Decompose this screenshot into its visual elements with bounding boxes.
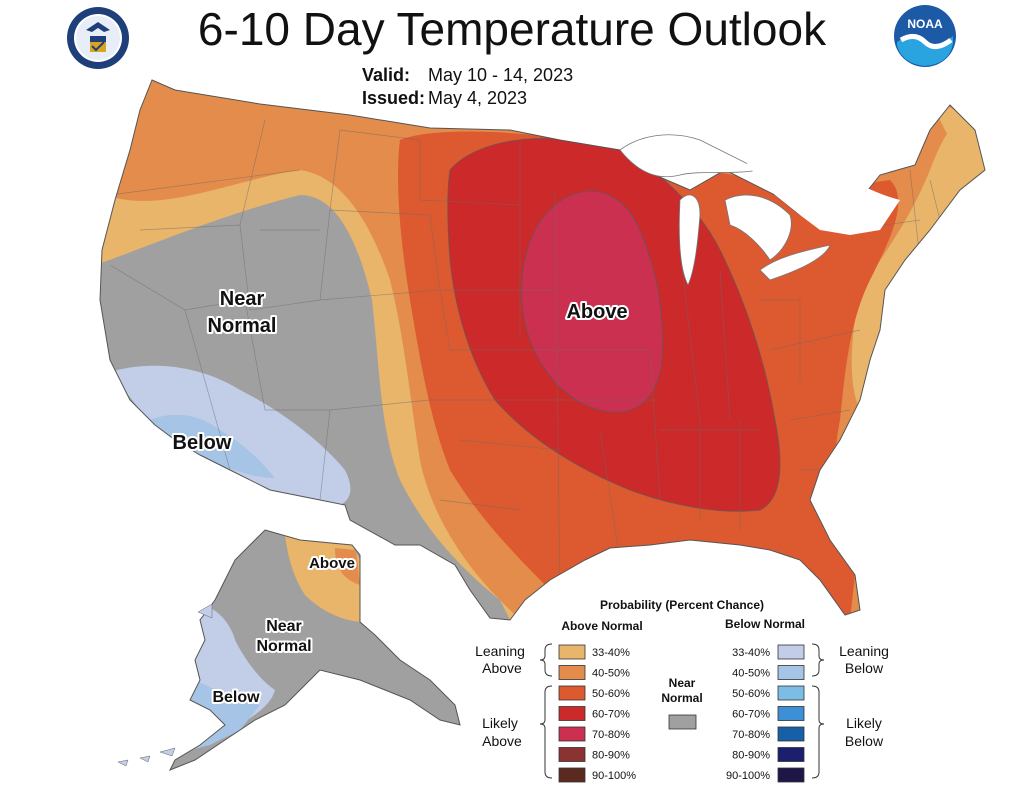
legend-below-swatch — [777, 726, 805, 742]
legend-below-swatch — [777, 685, 805, 701]
below-33-40-region — [110, 365, 351, 505]
legend-above-label: 80-90% — [592, 750, 630, 762]
legend-above-label: 50-60% — [592, 688, 630, 700]
valid-label: Valid: — [362, 65, 411, 85]
legend-below-label: 60-70% — [732, 709, 770, 721]
ak-near-label-line1: Near — [266, 618, 302, 635]
ak-below-label: Below — [212, 689, 260, 706]
legend-likely-below-line2: Below — [845, 733, 884, 749]
legend-below-label: 50-60% — [732, 688, 770, 700]
legend-leaning-above-line1: Leaning — [475, 643, 525, 659]
legend-leaning-below-line1: Leaning — [839, 643, 889, 659]
issued-label: Issued: — [362, 88, 426, 108]
legend-above-label: 60-70% — [592, 709, 630, 721]
maine-leaning-region — [935, 106, 985, 170]
canada-area — [740, 146, 900, 235]
probability-legend: Probability (Percent Chance) Above Norma… — [475, 598, 889, 783]
state-boundaries — [109, 119, 946, 601]
legend-below-label: 80-90% — [732, 750, 770, 762]
aleutian-islands — [117, 603, 213, 767]
issued-value: May 4, 2023 — [428, 88, 528, 108]
legend-near-swatch — [668, 714, 697, 730]
legend-near-header-line2: Normal — [661, 691, 702, 705]
lake-michigan — [678, 194, 701, 286]
ak-above-label: Above — [309, 555, 355, 572]
conus-above-label: Above — [566, 301, 627, 323]
legend-below-swatch — [777, 767, 805, 783]
legend-above-label: 90-100% — [592, 770, 636, 782]
legend-above-rows: 33-40% 40-50% 50-60% 60-70% 70-80% 80-90% 90-1… — [558, 644, 636, 783]
lake-huron — [724, 194, 792, 261]
legend-above-label: 40-50% — [592, 668, 630, 680]
noaa-logo-text: NOAA — [907, 17, 943, 31]
legend-below-swatch — [777, 706, 805, 721]
ak-near-label-line2: Normal — [256, 638, 311, 655]
legend-likely-above-line2: Above — [482, 733, 522, 749]
below-40-50-region — [150, 414, 275, 478]
lake-erie — [759, 244, 831, 281]
legend-likely-above-line1: Likely — [482, 715, 518, 731]
legend-below-label: 90-100% — [726, 770, 770, 782]
outlook-dates: Valid: May 10 - 14, 2023 Issued: May 4, 20… — [362, 64, 573, 110]
conus-near-label-line1: Near — [220, 288, 265, 310]
noaa-logo: NOAA — [894, 5, 956, 67]
legend-leaning-above-line2: Above — [482, 660, 522, 676]
legend-below-rows: 33-40% 40-50% 50-60% 60-70% 70-80% 80-90% 90-1… — [726, 644, 805, 783]
issued-row: Issued: May 4, 2023 — [362, 87, 573, 110]
alaska-outline — [168, 529, 461, 771]
legend-above-swatch — [558, 685, 586, 701]
conus-below-label: Below — [173, 432, 232, 454]
legend-above-swatch — [558, 726, 586, 742]
legend-above-label: 70-80% — [592, 729, 630, 741]
conus-outline — [99, 79, 986, 621]
legend-below-swatch — [777, 665, 805, 680]
legend-below-swatch — [777, 644, 805, 660]
legend-title: Probability (Percent Chance) — [600, 598, 764, 612]
legend-above-label: 33-40% — [592, 647, 630, 659]
legend-below-header: Below Normal — [725, 617, 805, 631]
legend-above-swatch — [558, 747, 586, 762]
legend-below-label: 70-80% — [732, 729, 770, 741]
ak-above-40-50-region — [335, 548, 360, 585]
legend-above-swatch — [558, 767, 586, 783]
valid-row: Valid: May 10 - 14, 2023 — [362, 64, 573, 87]
legend-near-header-line1: Near — [669, 676, 696, 690]
commerce-seal-logo — [67, 7, 129, 69]
legend-below-swatch — [777, 747, 805, 762]
legend-above-swatch — [558, 706, 586, 721]
legend-below-label: 40-50% — [732, 668, 770, 680]
conus-near-label-line2: Normal — [208, 315, 277, 337]
valid-value: May 10 - 14, 2023 — [428, 65, 574, 85]
map-title: 6-10 Day Temperature Outlook — [197, 3, 827, 55]
legend-braces — [539, 643, 825, 779]
legend-above-header: Above Normal — [561, 619, 642, 633]
legend-above-swatch — [558, 644, 586, 660]
legend-above-swatch — [558, 665, 586, 680]
legend-likely-below-line1: Likely — [846, 715, 882, 731]
legend-leaning-below-line2: Below — [845, 660, 884, 676]
legend-below-label: 33-40% — [732, 647, 770, 659]
